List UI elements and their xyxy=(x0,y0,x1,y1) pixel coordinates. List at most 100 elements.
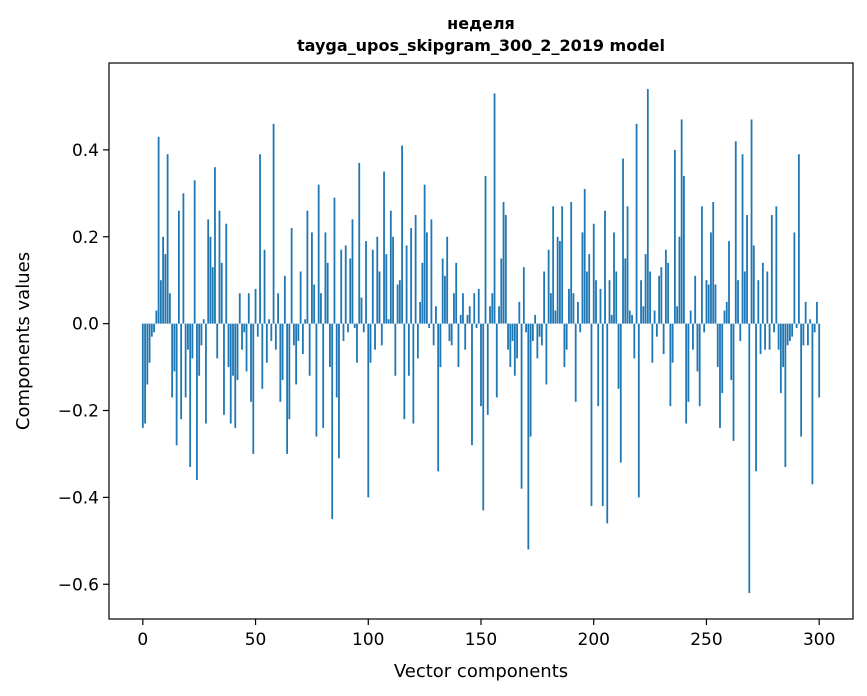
x-tick-label: 0 xyxy=(137,630,148,650)
bar xyxy=(696,323,699,372)
bar xyxy=(410,228,413,324)
bar xyxy=(378,271,381,324)
bar xyxy=(549,293,552,324)
bar xyxy=(791,323,794,337)
bar xyxy=(475,323,478,328)
bar xyxy=(150,323,153,337)
bar xyxy=(261,323,264,389)
bar xyxy=(401,145,403,324)
bar xyxy=(529,323,532,437)
bar xyxy=(265,323,268,363)
bar xyxy=(773,323,775,333)
bar xyxy=(304,319,307,324)
bar xyxy=(588,254,591,324)
bar xyxy=(225,223,228,324)
bar xyxy=(238,293,241,324)
bar xyxy=(755,323,757,472)
y-tick-label: 0.4 xyxy=(72,141,99,161)
bar xyxy=(746,215,748,324)
bar xyxy=(572,293,575,324)
bar xyxy=(689,310,692,324)
bar xyxy=(534,314,537,324)
bar xyxy=(295,323,298,385)
bar xyxy=(511,323,514,342)
bar xyxy=(581,232,584,324)
bar xyxy=(775,206,778,324)
bar xyxy=(527,323,530,550)
bar xyxy=(782,323,785,368)
bar xyxy=(232,323,234,376)
bar xyxy=(193,180,196,324)
bar xyxy=(141,323,144,428)
bar xyxy=(606,323,609,524)
bar xyxy=(617,323,620,389)
bar xyxy=(173,323,176,372)
bar xyxy=(633,323,636,359)
bar xyxy=(200,323,203,346)
bar xyxy=(423,184,426,324)
bar xyxy=(653,310,656,324)
bar xyxy=(484,175,487,324)
bar xyxy=(421,262,424,324)
bar xyxy=(498,306,500,324)
bar xyxy=(457,323,460,368)
bar xyxy=(283,275,286,324)
bar xyxy=(477,288,480,324)
bar xyxy=(500,258,503,324)
bar xyxy=(597,323,600,407)
bar xyxy=(376,236,379,324)
bar xyxy=(536,323,539,359)
bar xyxy=(599,288,602,324)
bar xyxy=(453,293,455,324)
bar xyxy=(768,323,771,350)
bar xyxy=(351,219,354,324)
bar xyxy=(642,306,645,324)
bar xyxy=(800,323,803,437)
bar xyxy=(592,223,595,324)
bar xyxy=(730,323,733,381)
bar xyxy=(671,323,674,363)
bar xyxy=(245,323,248,372)
bar xyxy=(241,323,243,350)
bar xyxy=(455,262,458,324)
bar xyxy=(664,249,667,324)
bar xyxy=(518,301,521,324)
bar xyxy=(784,323,787,467)
bar xyxy=(741,154,744,324)
bar xyxy=(570,202,573,324)
bar xyxy=(610,314,613,324)
bar xyxy=(317,184,320,324)
bar xyxy=(732,323,735,441)
bar xyxy=(405,245,408,324)
bar xyxy=(338,323,340,459)
bar xyxy=(622,158,624,324)
x-tick-label: 300 xyxy=(803,630,835,650)
bar xyxy=(412,323,415,424)
bar xyxy=(157,136,160,324)
bar xyxy=(159,280,162,324)
bar xyxy=(482,323,485,511)
bar xyxy=(525,323,527,333)
bar xyxy=(450,323,453,346)
bar xyxy=(538,323,541,337)
bar xyxy=(162,236,165,324)
x-tick-label: 200 xyxy=(578,630,610,650)
bar xyxy=(662,323,665,355)
bar xyxy=(628,310,631,324)
bar xyxy=(349,258,352,324)
bar xyxy=(644,254,647,324)
bar xyxy=(608,280,611,324)
bar xyxy=(324,232,327,324)
x-tick-label: 50 xyxy=(245,630,267,650)
bar xyxy=(802,323,805,346)
bar xyxy=(227,323,230,368)
bar xyxy=(247,293,250,324)
y-axis-label: Components values xyxy=(13,252,34,430)
bar xyxy=(680,119,683,324)
bar xyxy=(383,171,385,324)
y-tick-label: 0.2 xyxy=(72,228,99,248)
bar xyxy=(189,323,192,467)
bar xyxy=(673,149,676,324)
bar xyxy=(347,323,349,333)
bar xyxy=(446,236,449,324)
